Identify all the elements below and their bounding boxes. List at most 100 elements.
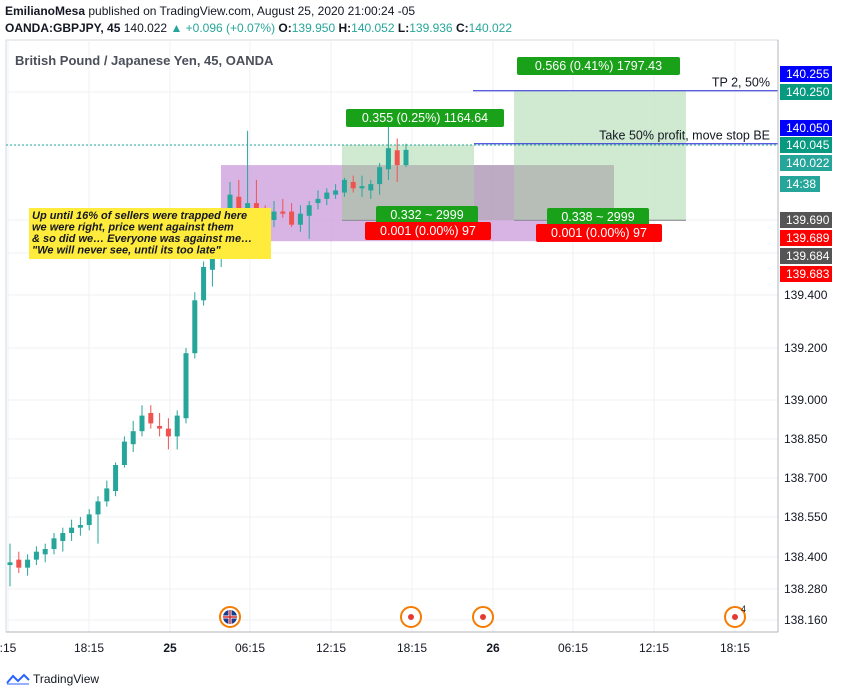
candle-body (121, 441, 127, 465)
last-price: 140.022 (123, 21, 168, 35)
annotation-text: Take 50% profit, move stop BE (599, 129, 770, 143)
candle-body (113, 465, 119, 491)
low-label: L: (397, 21, 410, 35)
note-line: "We will never see, until its too late" (32, 245, 222, 257)
position-center-label-text: 0.338 ~ 2999 (561, 210, 634, 224)
price-tag-text: 140.022 (786, 156, 830, 170)
note-line: & so did we… Everyone was against me… (32, 233, 252, 245)
y-tick-label: 139.000 (784, 393, 828, 407)
annotation-text: TP 2, 50% (712, 76, 770, 90)
profit-label: 0.566 (0.41%) 1797.43 (517, 57, 680, 75)
note-bg (29, 208, 271, 259)
event-dot (480, 614, 486, 620)
candle-body (394, 150, 400, 166)
x-tick-label: 12:15 (639, 641, 669, 655)
candle-body (130, 431, 136, 445)
y-tick-label: 138.850 (784, 432, 828, 446)
candle-body (341, 179, 347, 193)
price-tag-text: 139.684 (786, 249, 830, 263)
event-dot (732, 614, 738, 620)
price-axis: 138.160 138.280 138.400 138.550 138.700 138.8… (777, 40, 832, 632)
position-center-label-text: 0.332 ~ 2999 (390, 208, 463, 222)
author-name[interactable]: EmilianoMesa (5, 4, 86, 18)
ohlc-line: OANDA:GBPJPY, 45 140.022 ▲ +0.096 (+0.07… (5, 20, 841, 37)
candle-body (306, 205, 312, 216)
candle-body (280, 211, 286, 214)
event-marker-icon[interactable] (472, 606, 494, 628)
event-badge: 4 (741, 604, 746, 614)
candle-body (192, 300, 198, 354)
profit-label-text: 0.566 (0.41%) 1797.43 (535, 59, 662, 73)
candle-body (7, 562, 13, 565)
y-tick-label: 139.400 (784, 288, 828, 302)
price-tag-bg (780, 176, 820, 192)
profit-label-text: 0.355 (0.25%) 1164.64 (362, 111, 488, 125)
candle-body (183, 353, 189, 419)
candle-body (403, 149, 409, 166)
candle-body (236, 196, 242, 218)
candle-body (104, 488, 110, 502)
price-tag-bg (780, 248, 832, 264)
uk-flag-event-icon[interactable] (219, 606, 241, 628)
candle-body (385, 148, 391, 170)
close-value: 140.022 (468, 21, 513, 35)
candle-body (359, 186, 365, 189)
candle-body (315, 198, 321, 204)
candle-body (324, 192, 330, 199)
loss-label-text: 0.001 (0.00%) 97 (551, 226, 647, 240)
x-tick-label: 26 (486, 641, 500, 655)
x-tick-label: 18:15 (720, 641, 750, 655)
loss-label: 0.001 (0.00%) 97 (365, 222, 491, 240)
y-tick-label: 139.200 (784, 341, 828, 355)
candle-body (253, 203, 259, 212)
y-tick-label: 138.700 (784, 471, 828, 485)
candle-body (201, 267, 207, 301)
price-tag-text: 140.045 (786, 138, 830, 152)
price-tag: 139.683 (780, 266, 832, 282)
y-tick-label: 138.160 (784, 613, 828, 627)
candle-body (333, 190, 339, 195)
y-tick-label: 138.280 (784, 582, 828, 596)
event-marker-icon[interactable]: 4 (724, 604, 746, 628)
price-tag-text: 139.683 (786, 267, 830, 281)
price-tag-text: 139.690 (786, 213, 830, 227)
price-tag-bg (780, 137, 832, 153)
position-center-label: 0.332 ~ 2999 (376, 206, 478, 224)
publish-info: published on TradingView.com, August 25,… (88, 4, 416, 18)
event-marker-icon[interactable] (400, 606, 422, 628)
candle-body (209, 258, 215, 270)
position-center-label-bg (376, 206, 478, 224)
price-tag: 140.255 (780, 66, 832, 82)
price-tag-text: 140.250 (786, 85, 830, 99)
high-label: H: (338, 21, 352, 35)
x-tick-label: 12:15 (316, 641, 346, 655)
price-tag: 140.045 (780, 137, 832, 153)
x-tick-label: 06:15 (558, 641, 588, 655)
price-tag-text: 140.255 (786, 67, 830, 81)
candle-body (165, 428, 171, 437)
tradingview-logo-icon (6, 673, 30, 685)
candle-body (350, 181, 356, 189)
candle-body (174, 415, 180, 437)
position-center-label: 0.338 ~ 2999 (547, 208, 649, 226)
brand-name[interactable]: TradingView (33, 672, 100, 686)
price-tag-bg (780, 230, 832, 246)
price-tag-bg (780, 212, 832, 228)
price-tag: 139.689 (780, 230, 832, 246)
open-label: O: (278, 21, 292, 35)
candle-body (157, 426, 163, 429)
price-tag: 139.684 (780, 248, 832, 264)
price-tag-text: 14:38 (786, 177, 816, 191)
candle-body (77, 525, 83, 528)
candle-body (95, 501, 101, 515)
price-tag: 140.022 (780, 155, 832, 171)
position-center-label-bg (547, 208, 649, 226)
x-tick-label: 18:15 (74, 641, 104, 655)
close-label: C: (455, 21, 469, 35)
price-tag: 140.250 (780, 84, 832, 100)
candle-body (69, 527, 75, 533)
trader-note: Up until 16% of sellers were trapped her… (29, 208, 271, 259)
chart-header: EmilianoMesa published on TradingView.co… (5, 3, 841, 37)
candle-body (368, 184, 374, 191)
